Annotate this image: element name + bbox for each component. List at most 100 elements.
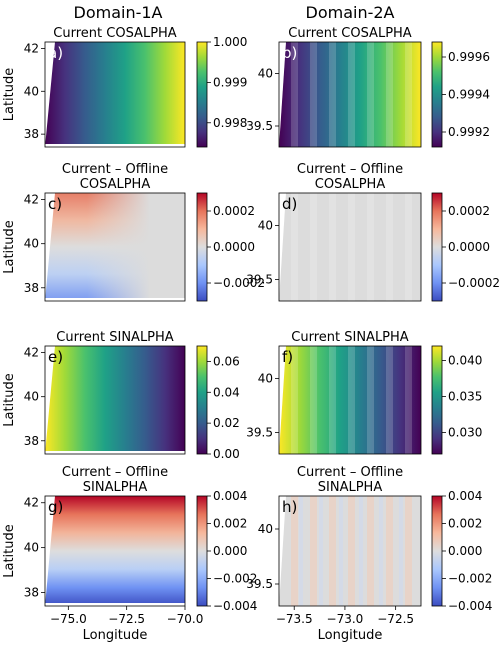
y-tick-label: 42 <box>24 346 39 360</box>
panel-h: 39.5 40 −73.5 −73.0 −72.5 Longitude Current – … <box>246 465 492 643</box>
colorbar-tick-label: 0.002 <box>448 517 482 531</box>
y-axis-label: Latitude <box>2 373 17 427</box>
panels: 38 40 42 Latitude Current COSALPHA a) 0.998 0.9… <box>2 26 500 643</box>
plot-frame <box>44 495 186 607</box>
domain-edge <box>279 346 286 454</box>
colorbar-tick-label: 0.0002 <box>213 204 255 218</box>
colorbar <box>431 495 443 607</box>
y-tick-label: 39.5 <box>246 425 273 439</box>
panel-title: Current – Offline <box>62 162 168 177</box>
panel-title: Current – Offline <box>62 465 168 480</box>
colorbar <box>431 345 443 455</box>
y-tick-label: 42 <box>24 193 39 207</box>
colorbar-tick-label: 0.02 <box>213 416 240 430</box>
panel-letter: a) <box>48 44 63 62</box>
colorbar-tick-label: 0.004 <box>448 489 482 503</box>
colorbar-tick-label: 0.030 <box>448 425 482 439</box>
colorbar <box>431 41 443 148</box>
colorbar-tick-label: −0.004 <box>213 599 257 613</box>
panel-title: Current COSALPHA <box>288 26 412 41</box>
panel-letter: e) <box>48 348 63 366</box>
colorbar-tick-label: 0.0000 <box>213 240 255 254</box>
y-tick-label: 40 <box>258 371 273 385</box>
x-tick-label: −75.0 <box>50 612 87 626</box>
y-axis-label: Latitude <box>2 524 17 578</box>
plot-frame <box>278 41 422 148</box>
plot-frame <box>278 495 422 607</box>
colorbar-tick-label: 0.040 <box>448 353 482 367</box>
y-tick-label: 38 <box>24 127 39 141</box>
colorbar <box>196 41 208 148</box>
y-tick-label: 39.5 <box>246 272 273 286</box>
panel-title: Current – Offline <box>297 465 403 480</box>
y-tick-label: 40 <box>24 84 39 98</box>
panel-a: 38 40 42 Latitude Current COSALPHA a) 0.998 0.9… <box>2 26 247 148</box>
plot-frame <box>44 192 186 302</box>
x-tick-label: −73.5 <box>276 612 313 626</box>
column-title-domain-2a: Domain-2A <box>306 3 395 22</box>
panel-title: COSALPHA <box>315 177 386 192</box>
y-axis-label: Latitude <box>2 68 17 122</box>
domain-edge <box>45 496 55 606</box>
panel-title: SINALPHA <box>318 480 383 495</box>
colorbar-tick-label: 0.000 <box>448 544 482 558</box>
panel-letter: g) <box>48 498 63 516</box>
colorbar <box>196 345 208 455</box>
y-tick-label: 40 <box>24 390 39 404</box>
colorbar-tick-label: 0.035 <box>448 389 482 403</box>
colorbar-tick-label: 0.0000 <box>448 240 490 254</box>
panel-title: SINALPHA <box>83 480 148 495</box>
plot-frame <box>278 192 422 302</box>
plot-frame <box>44 41 186 148</box>
domain-edge <box>45 193 55 301</box>
domain-edge <box>279 42 286 147</box>
x-tick-label: −70.0 <box>167 612 204 626</box>
panel-letter: c) <box>48 195 62 213</box>
colorbar-tick-label: 0.06 <box>213 354 240 368</box>
y-tick-label: 40 <box>24 237 39 251</box>
column-title-domain-1a: Domain-1A <box>74 3 163 22</box>
panel-title: Current COSALPHA <box>53 26 177 41</box>
colorbar-tick-label: 1.000 <box>213 35 247 49</box>
y-tick-label: 38 <box>24 281 39 295</box>
panel-title: Current – Offline <box>297 162 403 177</box>
colorbar <box>196 495 208 607</box>
y-tick-label: 39.5 <box>246 119 273 133</box>
y-tick-label: 38 <box>24 586 39 600</box>
panel-letter: f) <box>282 348 293 366</box>
x-axis-label: Longitude <box>83 628 148 643</box>
y-tick-label: 38 <box>24 434 39 448</box>
panel-b: 39.5 40 Current COSALPHA b) 0.9992 0.9994 0.99… <box>246 26 490 148</box>
colorbar-tick-label: 0.0002 <box>448 204 490 218</box>
colorbar-tick-label: 0.004 <box>213 489 247 503</box>
colorbar-tick-label: −0.002 <box>448 572 492 586</box>
colorbar-tick-label: 0.04 <box>213 385 240 399</box>
heatmap-field <box>45 346 185 454</box>
panel-title: COSALPHA <box>80 177 151 192</box>
panel-letter: d) <box>282 195 297 213</box>
x-axis-label: Longitude <box>318 628 383 643</box>
heatmap-field <box>45 496 185 606</box>
x-tick-label: −72.5 <box>377 612 414 626</box>
panel-title: Current SINALPHA <box>56 330 174 345</box>
panel-f: 39.5 40 Current SINALPHA f) 0.040 0.035 0.030 <box>246 330 482 455</box>
colorbar-tick-label: −0.0002 <box>213 276 265 290</box>
colorbar-tick-label: 0.9994 <box>448 88 490 102</box>
domain-edge <box>45 346 55 454</box>
y-tick-label: 39.5 <box>246 577 273 591</box>
heatmap-field <box>279 193 421 301</box>
colorbar-tick-label: 0.999 <box>213 75 247 89</box>
domain-edge <box>279 193 286 301</box>
domain-edge <box>45 42 55 147</box>
domain-edge <box>279 496 286 606</box>
colorbar <box>431 192 443 302</box>
colorbar-tick-label: −0.004 <box>448 599 492 613</box>
heatmap-field <box>45 193 185 301</box>
x-tick-label: −73.0 <box>327 612 364 626</box>
panel-g: 38 40 42 −75.0 −72.5 −70.0 Latitude Longitude Cu… <box>2 465 257 643</box>
plot-frame <box>44 345 186 455</box>
panel-letter: b) <box>282 44 297 62</box>
